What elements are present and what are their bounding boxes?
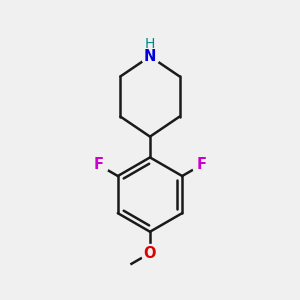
Text: N: N: [144, 49, 156, 64]
Text: F: F: [94, 158, 103, 172]
Text: H: H: [145, 37, 155, 51]
Text: O: O: [144, 246, 156, 261]
Text: F: F: [196, 158, 206, 172]
